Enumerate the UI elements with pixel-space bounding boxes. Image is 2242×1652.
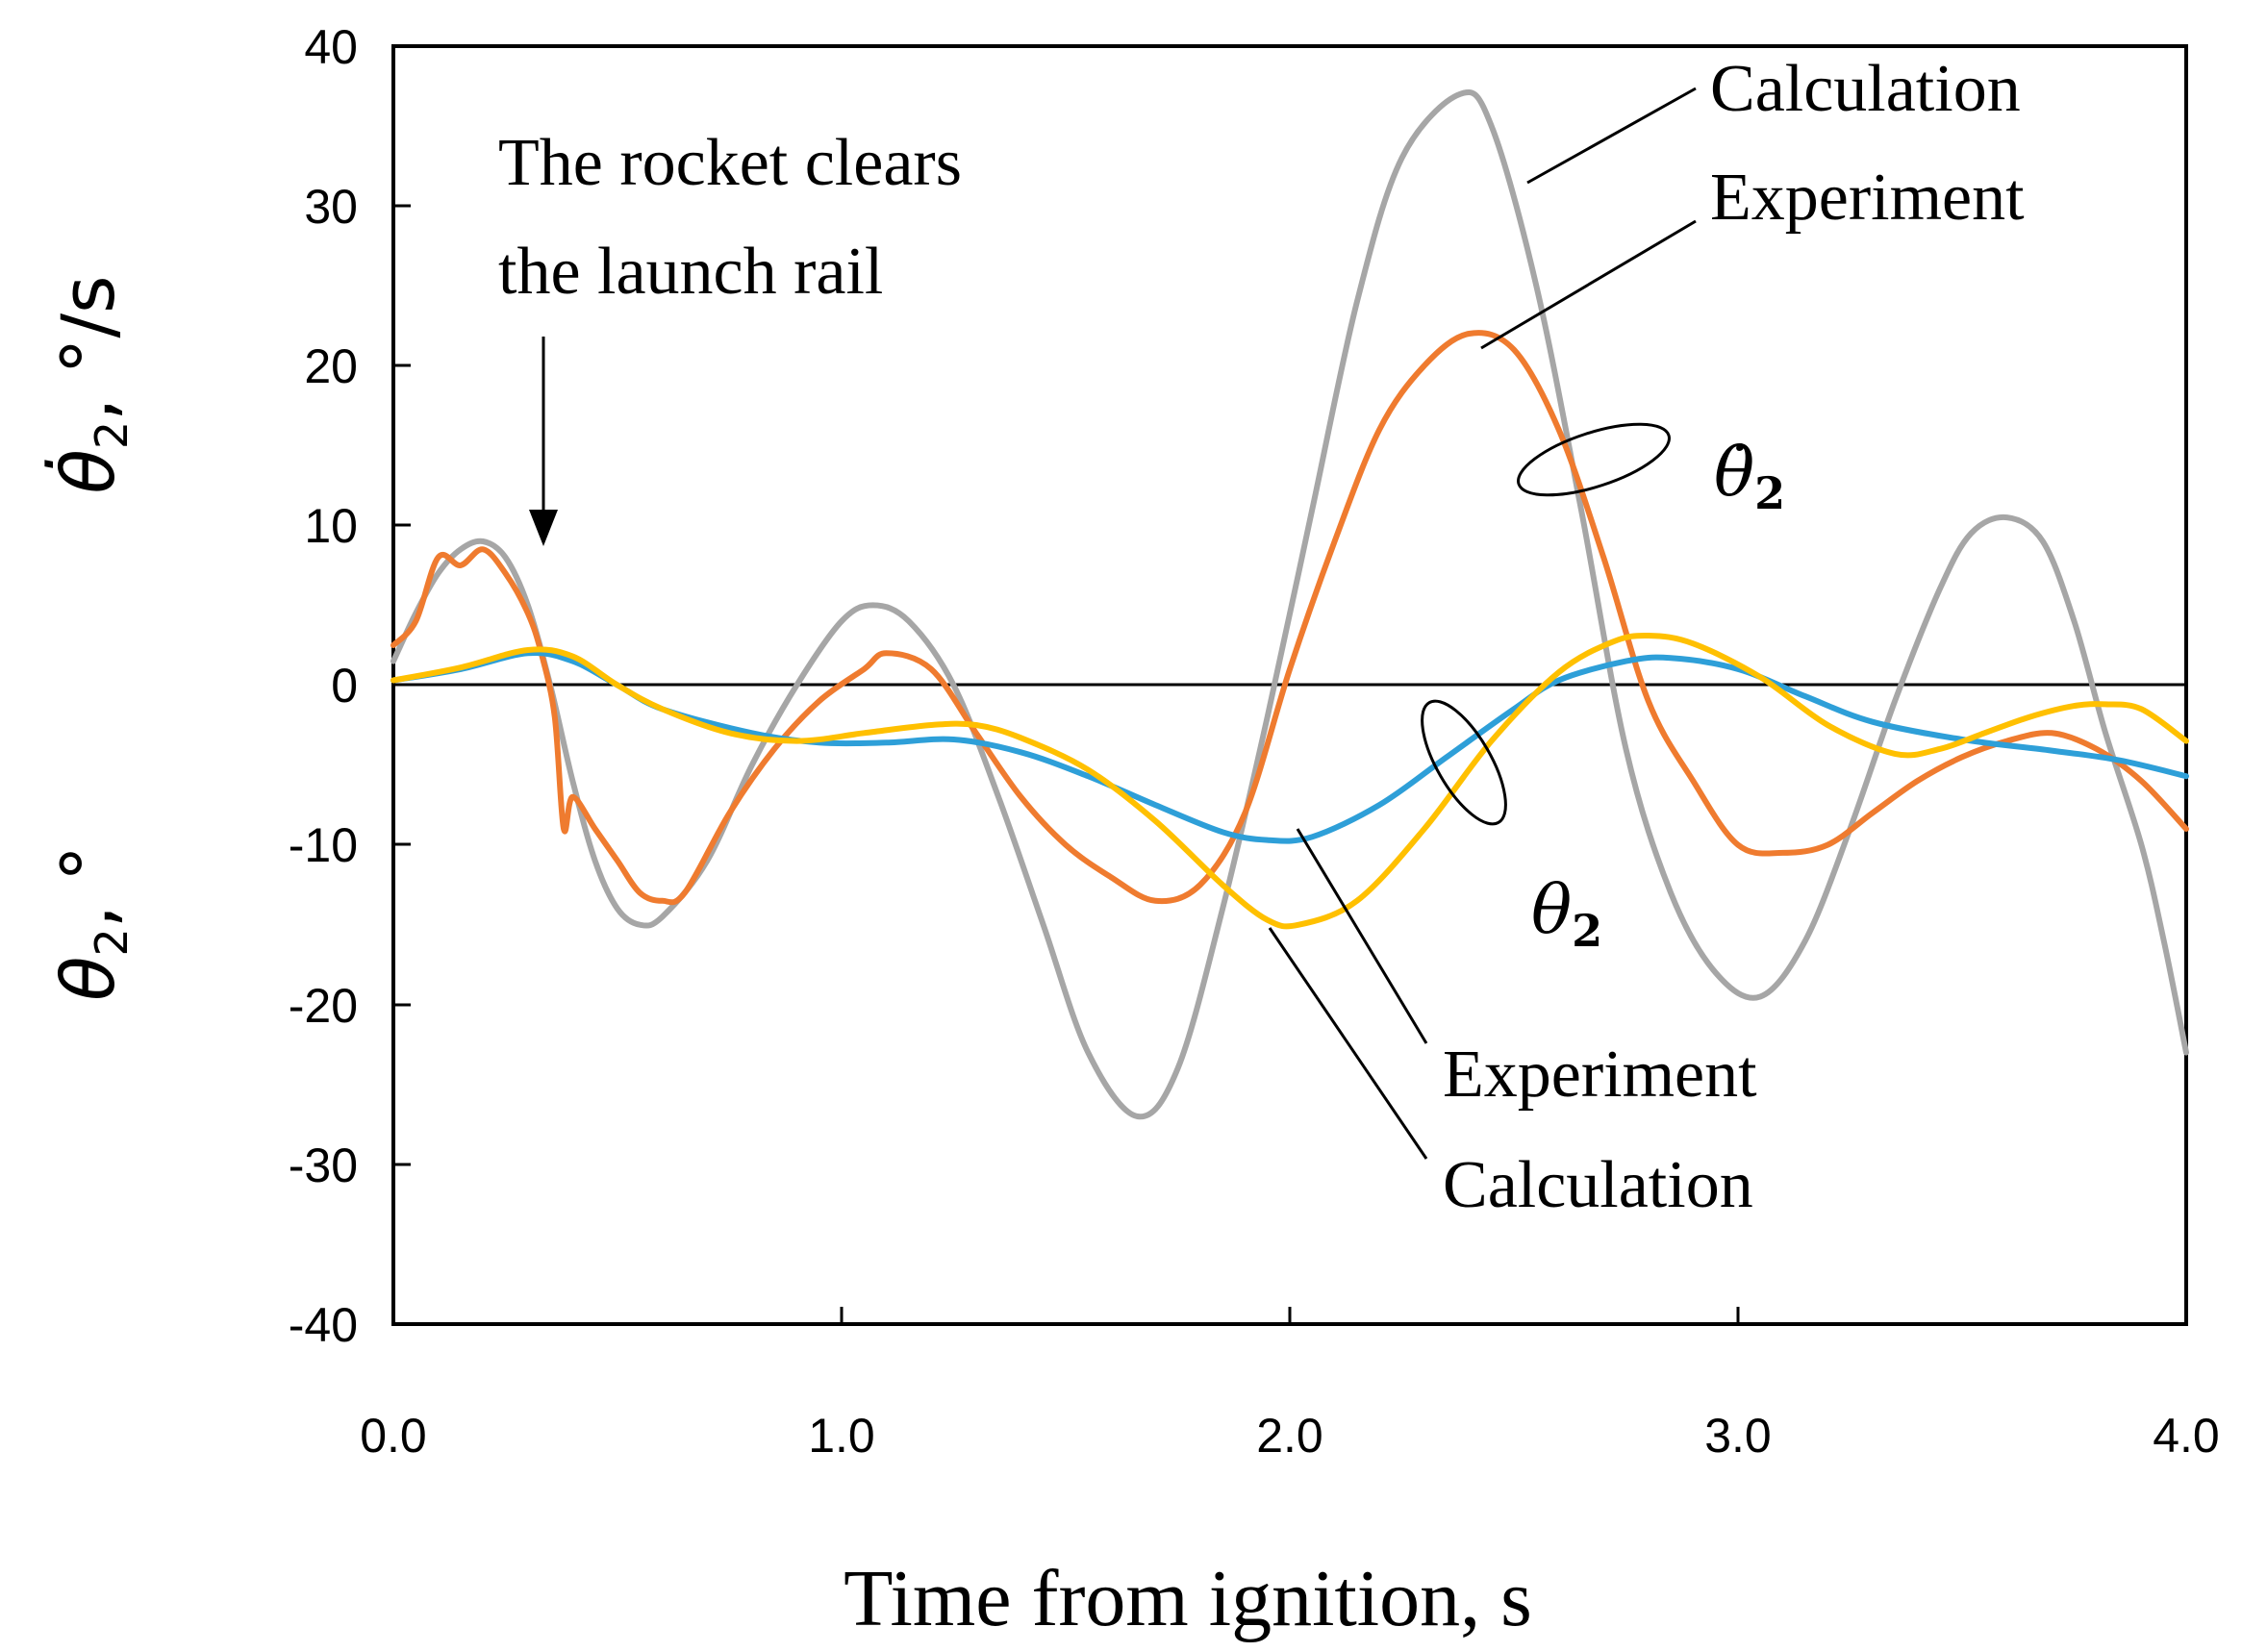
x-axis-label: Time from ignition, s	[844, 1554, 1532, 1643]
series-line-2	[390, 650, 2189, 844]
y-tick-label: -10	[289, 818, 358, 872]
rail-clear-arrow-head	[529, 510, 558, 546]
y-tick-label: 20	[304, 339, 358, 393]
leader-upper-calculation	[1526, 87, 1697, 185]
y-tick-label: 0	[331, 659, 358, 713]
x-tick-label: 0.0	[360, 1409, 427, 1463]
label-lower-calculation: Calculation	[1443, 1148, 1753, 1222]
rate-group-ellipse	[1517, 422, 1671, 497]
y-tick-label: 40	[304, 20, 358, 74]
rail-clear-annotation-line2: the launch rail	[498, 235, 883, 309]
series-line-1	[390, 330, 2189, 906]
y-tick-label: 10	[304, 499, 358, 553]
leader-lower-calculation	[1268, 927, 1428, 1160]
x-tick-label: 2.0	[1256, 1409, 1323, 1463]
y-tick-marks	[393, 204, 411, 1166]
series-line-0	[390, 89, 2189, 1120]
rate-symbol: θ̇2	[1714, 433, 1785, 519]
y-tick-label: 30	[304, 180, 358, 234]
y-tick-label: -20	[289, 979, 358, 1033]
x-tick-marks	[840, 1307, 1740, 1324]
annotations: The rocket clears the launch rail Calcul…	[498, 52, 2025, 1222]
label-upper-calculation: Calculation	[1710, 52, 2021, 126]
x-tick-label: 4.0	[2153, 1409, 2220, 1463]
label-lower-experiment: Experiment	[1443, 1038, 1757, 1112]
y-tick-label: -40	[289, 1298, 358, 1352]
leader-upper-experiment	[1480, 219, 1697, 350]
angle-symbol: θ2	[1531, 870, 1602, 957]
label-upper-experiment: Experiment	[1710, 161, 2025, 235]
y-tick-label: -30	[289, 1139, 358, 1192]
series-line-3	[390, 632, 2189, 930]
x-tick-label: 1.0	[808, 1409, 875, 1463]
rail-clear-annotation-line1: The rocket clears	[498, 126, 962, 200]
x-tick-label: 3.0	[1704, 1409, 1772, 1463]
y-axis-label-upper: θ̇2, °/s	[43, 275, 138, 493]
series-layer	[390, 89, 2189, 1120]
angle-group-ellipse	[1421, 699, 1507, 826]
x-tick-labels: 0.0 1.0 2.0 3.0 4.0	[360, 1409, 2220, 1463]
y-axis-label-lower: θ2, °	[45, 845, 138, 1001]
leader-lower-experiment	[1296, 828, 1428, 1044]
y-tick-labels: 40 30 20 10 0 -10 -20 -30 -40	[289, 20, 358, 1352]
